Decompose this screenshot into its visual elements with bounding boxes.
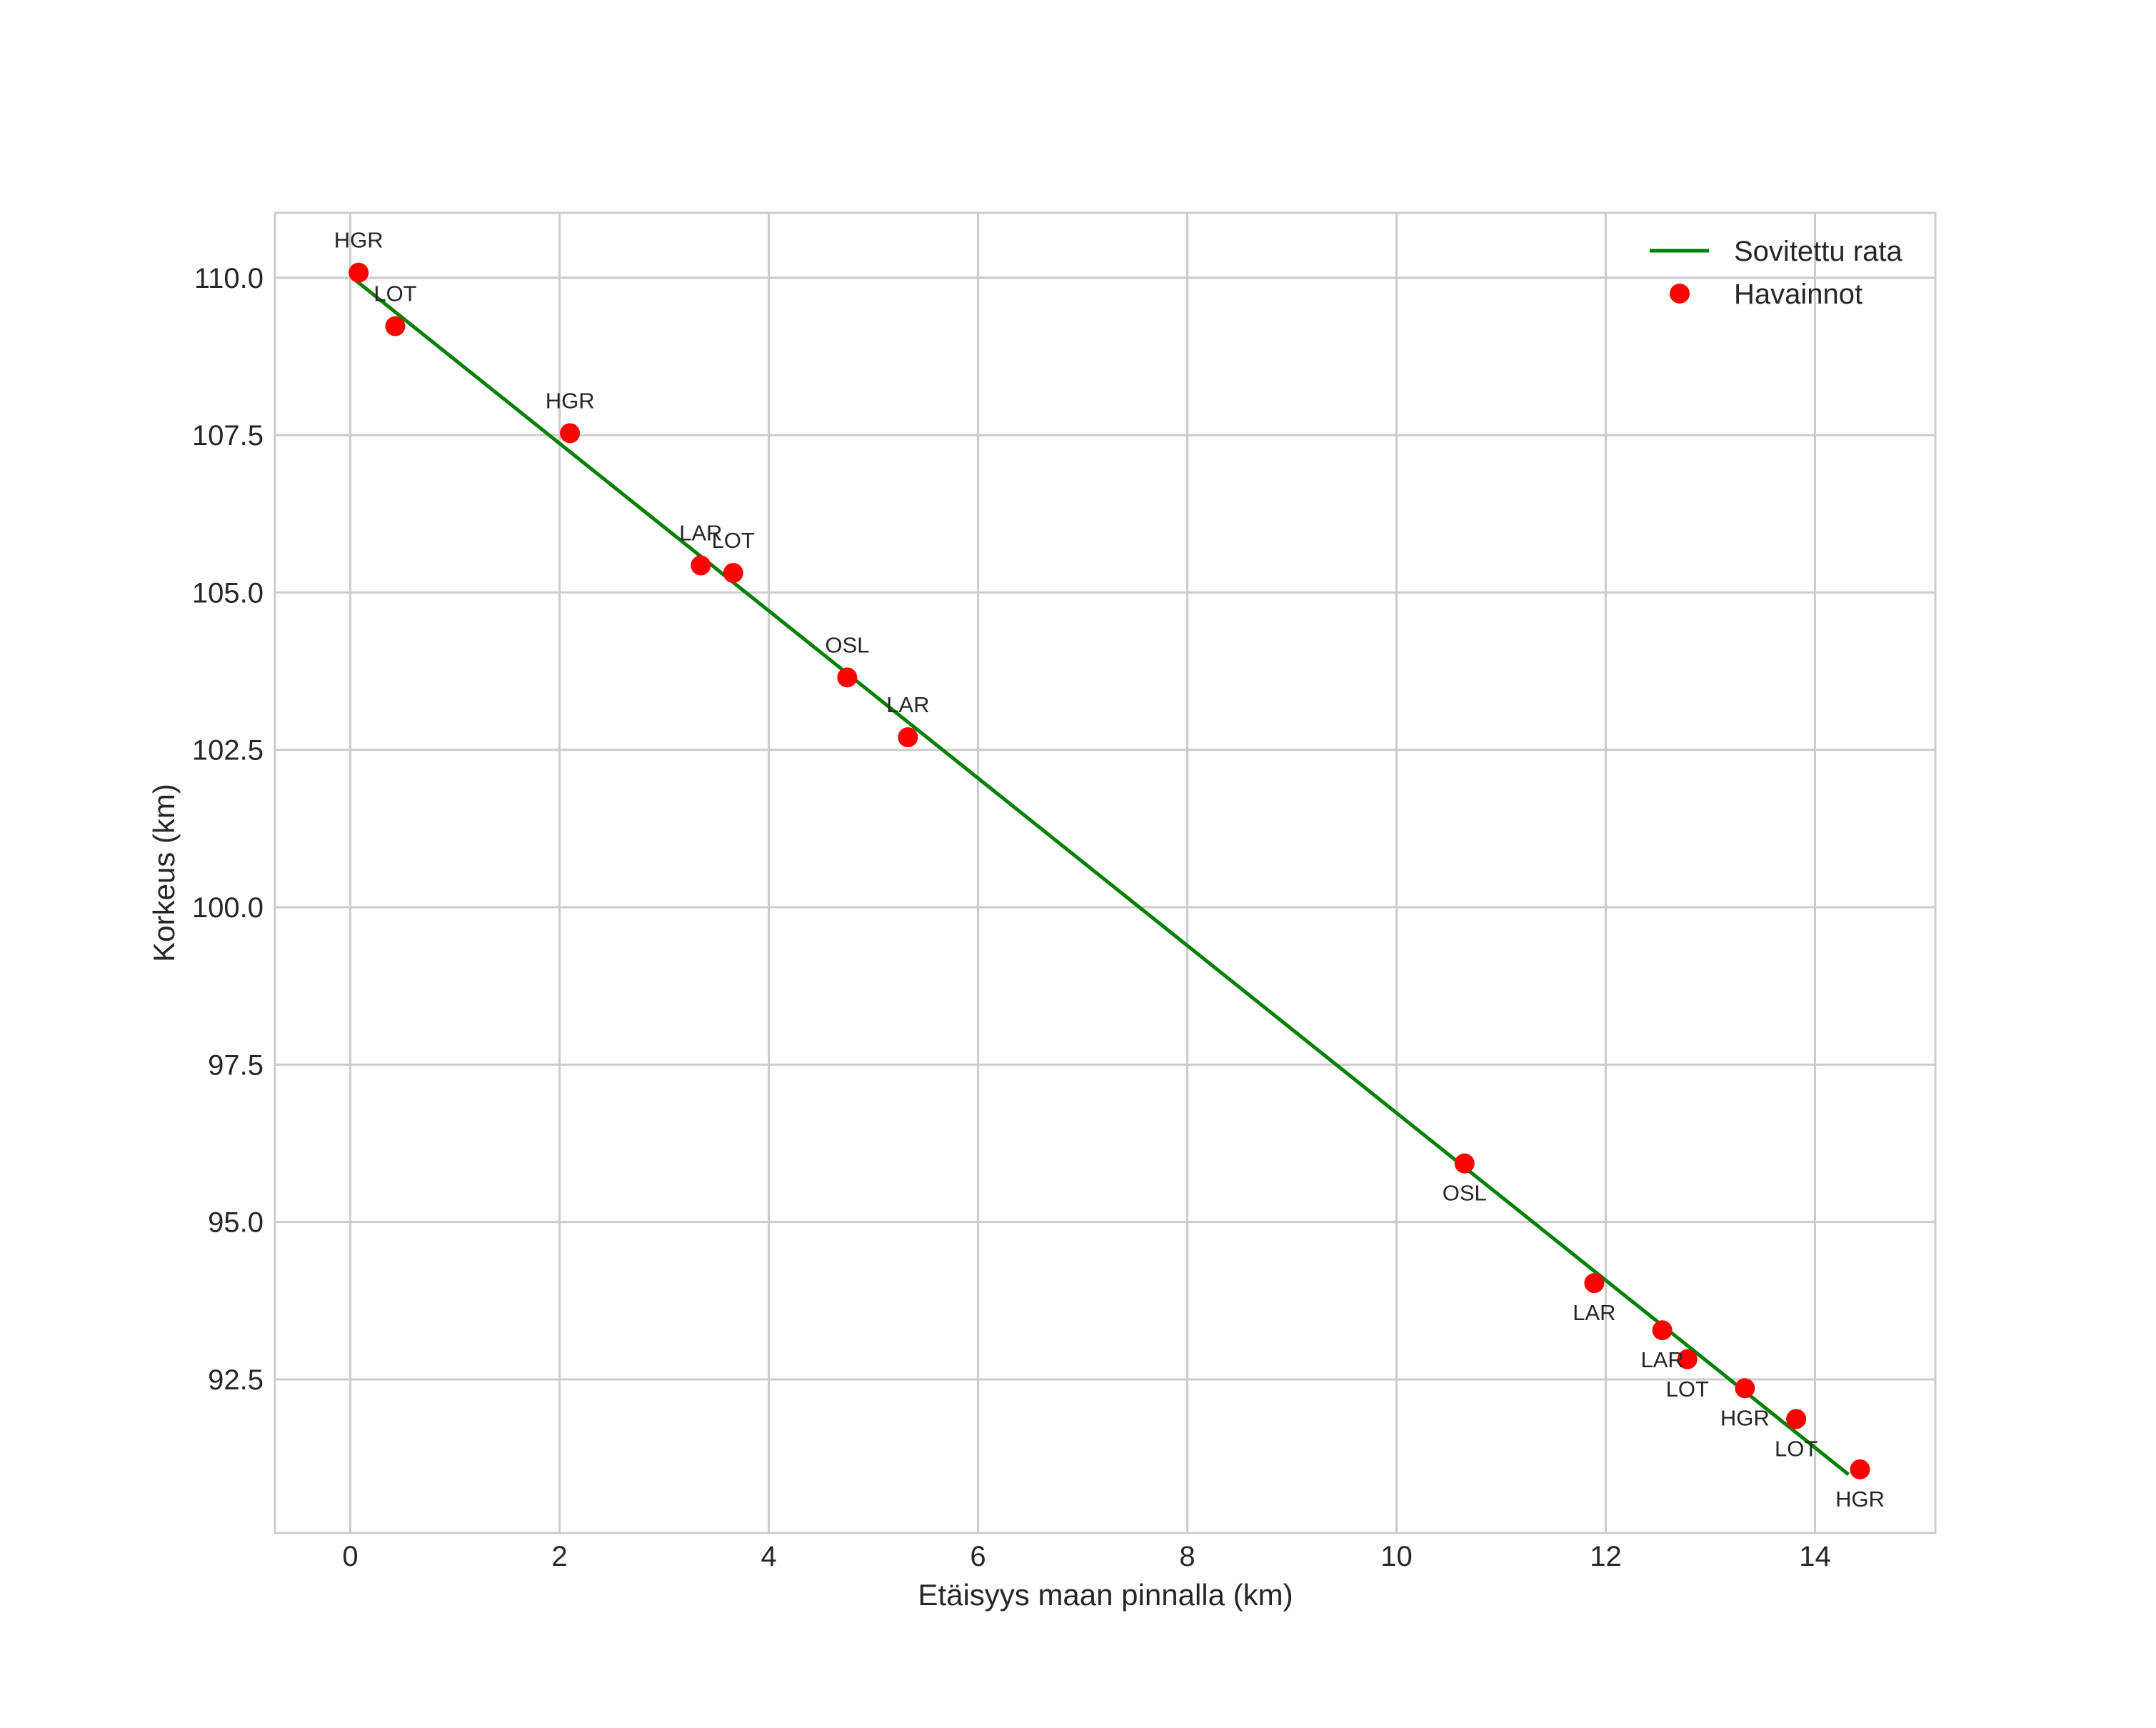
observation-point — [1677, 1349, 1698, 1369]
x-axis-label: Etäisyys maan pinnalla (km) — [918, 1578, 1293, 1612]
legend: Sovitettu rata Havainnot — [1650, 236, 1902, 310]
y-tick-label: 97.5 — [208, 1049, 264, 1081]
observation-point — [1786, 1409, 1807, 1429]
y-tick-label: 110.0 — [194, 263, 264, 294]
x-tick-label: 10 — [1380, 1541, 1413, 1572]
observation-point — [385, 316, 406, 336]
x-tick-label: 4 — [761, 1541, 776, 1572]
observation-point — [560, 423, 581, 444]
x-tick-label: 0 — [342, 1541, 358, 1572]
legend-label-observations: Havainnot — [1734, 279, 1862, 310]
legend-label-fit: Sovitettu rata — [1734, 236, 1902, 267]
y-axis-label: Korkeus (km) — [147, 784, 181, 962]
x-tick-label: 14 — [1799, 1541, 1831, 1572]
station-label: HGR — [1720, 1405, 1770, 1430]
station-label: LAR — [886, 692, 929, 717]
station-label: LOT — [1775, 1436, 1817, 1461]
observation-point — [349, 262, 369, 283]
station-label: HGR — [1835, 1487, 1885, 1512]
station-label: LAR — [1573, 1300, 1615, 1325]
point-labels: HGRLOTHGRLARLOTOSLLAROSLLARLARLOTHGRLOTH… — [334, 228, 1885, 1512]
station-label: LAR — [679, 521, 722, 546]
station-label: LAR — [1640, 1347, 1683, 1372]
station-label: LOT — [712, 528, 755, 553]
x-tick-label: 6 — [970, 1541, 986, 1572]
station-label: LOT — [1666, 1377, 1709, 1402]
y-tick-label: 107.5 — [192, 420, 264, 451]
legend-dot-swatch-icon — [1670, 284, 1690, 304]
station-label: HGR — [334, 228, 383, 253]
x-axis-ticks: 0 2 4 6 8 10 12 14 — [342, 1541, 1830, 1572]
station-label: OSL — [1443, 1181, 1487, 1206]
y-tick-label: 105.0 — [192, 577, 264, 609]
x-tick-label: 12 — [1590, 1541, 1622, 1572]
fit-line — [354, 279, 1850, 1476]
observation-point — [691, 555, 711, 576]
station-label: HGR — [546, 388, 595, 413]
observation-point — [723, 563, 743, 584]
fit-line-series — [354, 279, 1850, 1476]
y-tick-label: 100.0 — [192, 892, 264, 924]
y-tick-label: 95.0 — [208, 1207, 264, 1239]
observation-point — [837, 667, 858, 688]
y-tick-label: 102.5 — [192, 735, 264, 766]
observation-points — [349, 262, 1870, 1479]
observation-point — [898, 727, 918, 748]
station-label: LOT — [373, 281, 416, 306]
observation-point — [1850, 1459, 1870, 1479]
observation-point — [1584, 1273, 1605, 1294]
observation-point — [1735, 1378, 1755, 1399]
observation-point — [1454, 1153, 1475, 1174]
station-label: OSL — [825, 632, 869, 657]
plot-area-frame — [274, 211, 1937, 1534]
y-tick-label: 92.5 — [208, 1364, 264, 1396]
x-tick-label: 2 — [551, 1541, 567, 1572]
y-axis-ticks: 92.5 95.0 97.5 100.0 102.5 105.0 107.5 110.0 — [192, 263, 264, 1396]
observation-point — [1652, 1320, 1673, 1341]
grid-lines — [275, 213, 1935, 1533]
x-tick-label: 8 — [1179, 1541, 1195, 1572]
